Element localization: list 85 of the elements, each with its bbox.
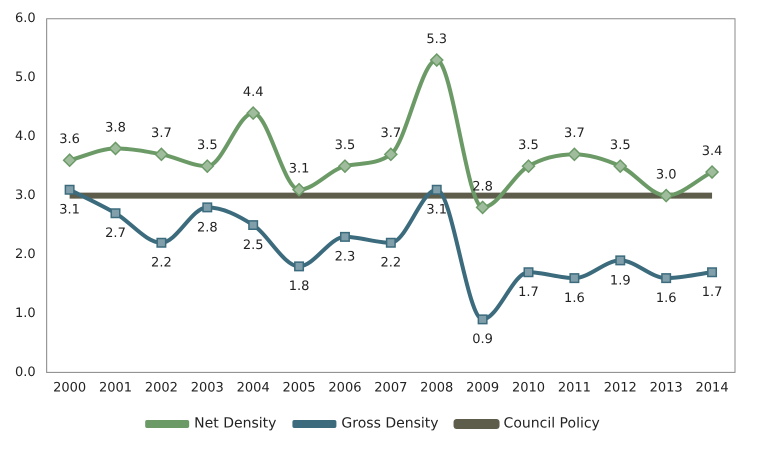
- point: [340, 232, 350, 242]
- x-tick-label: 2012: [604, 380, 637, 396]
- y-tick-label: 2.0: [14, 246, 36, 262]
- point: [62, 153, 76, 167]
- point: [338, 159, 352, 173]
- point: [569, 273, 580, 284]
- data-label: 3.5: [518, 138, 539, 154]
- y-tick-label: 5.0: [14, 70, 36, 86]
- x-tick-label: 2003: [190, 380, 224, 396]
- point: [384, 148, 398, 162]
- data-label: 5.3: [426, 32, 448, 47]
- x-tick-label: 2014: [696, 380, 729, 396]
- point: [64, 184, 75, 195]
- data-label: 3.1: [288, 162, 310, 177]
- x-tick-label: 2008: [420, 380, 454, 396]
- point: [248, 220, 258, 230]
- y-tick-label: 1.0: [14, 306, 36, 321]
- data-label: 2.2: [151, 256, 172, 271]
- x-tick-label: 2010: [512, 380, 546, 396]
- data-label: 3.6: [59, 132, 80, 148]
- point: [294, 261, 304, 272]
- point: [707, 267, 718, 278]
- point: [432, 184, 442, 195]
- point: [615, 255, 626, 266]
- legend-label: Gross Density: [341, 416, 439, 432]
- point: [478, 314, 488, 324]
- data-label: 3.7: [380, 126, 402, 142]
- data-label: 3.7: [564, 126, 585, 142]
- x-tick-label: 2011: [558, 380, 591, 396]
- legend-label: Net Density: [194, 416, 276, 432]
- point: [156, 238, 166, 248]
- point: [661, 273, 672, 284]
- point: [386, 238, 396, 248]
- point: [430, 53, 444, 67]
- point: [476, 200, 490, 214]
- point: [292, 182, 306, 196]
- data-label: 3.5: [610, 138, 631, 154]
- x-tick-label: 2005: [282, 380, 316, 396]
- y-tick-label: 4.0: [14, 129, 36, 144]
- data-label: 2.2: [380, 256, 402, 271]
- point: [524, 267, 534, 278]
- data-label: 3.7: [151, 126, 172, 142]
- point: [705, 165, 719, 179]
- data-label: 3.5: [196, 138, 218, 154]
- x-tick-label: 2013: [650, 380, 683, 396]
- point: [568, 148, 582, 162]
- data-label: 1.7: [518, 285, 539, 300]
- x-tick-label: 2007: [374, 380, 408, 396]
- data-label: 2.8: [472, 179, 493, 194]
- x-tick-label: 2009: [466, 380, 500, 396]
- data-label: 1.7: [702, 285, 722, 300]
- data-label: 3.8: [105, 120, 126, 136]
- point: [202, 202, 212, 212]
- point: [614, 159, 628, 173]
- data-label: 1.8: [288, 279, 310, 294]
- x-tick-label: 2006: [328, 380, 362, 396]
- data-label: 1.6: [656, 290, 677, 306]
- data-label: 2.5: [242, 238, 264, 253]
- x-tick-label: 2002: [144, 380, 178, 396]
- data-label: 3.4: [702, 144, 722, 159]
- data-label: 1.9: [610, 273, 631, 288]
- data-label: 2.8: [196, 220, 218, 236]
- x-tick-label: 2001: [98, 380, 132, 396]
- point: [108, 142, 122, 156]
- data-label: 1.6: [564, 290, 585, 306]
- legend-label: Council Policy: [504, 416, 600, 432]
- x-tick-label: 2000: [53, 380, 86, 396]
- data-label: 3.1: [59, 202, 80, 218]
- y-tick-label: 6.0: [14, 11, 36, 26]
- data-label: 0.9: [472, 332, 493, 348]
- data-label: 3.5: [334, 138, 356, 154]
- point: [154, 148, 168, 162]
- data-label: 4.4: [242, 84, 264, 100]
- point: [522, 159, 536, 173]
- point: [110, 208, 120, 218]
- x-tick-label: 2004: [236, 380, 270, 396]
- data-label: 3.1: [426, 202, 448, 218]
- point: [659, 188, 673, 202]
- y-tick-label: 0.0: [14, 364, 36, 380]
- data-label: 3.0: [656, 167, 677, 182]
- y-tick-label: 3.0: [14, 188, 36, 203]
- point: [200, 159, 214, 173]
- point: [246, 106, 260, 120]
- data-label: 2.7: [105, 226, 126, 242]
- data-label: 2.3: [334, 250, 356, 265]
